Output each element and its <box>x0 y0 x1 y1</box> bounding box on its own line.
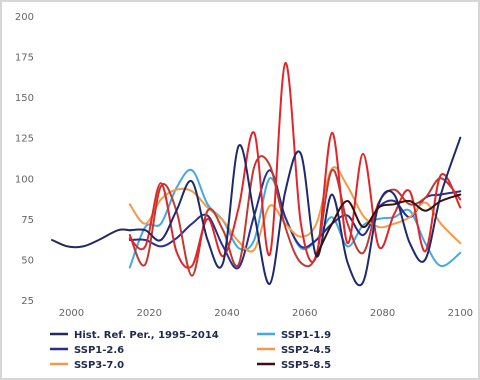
series-line-ssp1-2-6 <box>128 169 462 270</box>
x-tick-label: 2060 <box>292 308 317 319</box>
y-tick-label: 175 <box>15 53 34 64</box>
x-tick-label: 2020 <box>136 308 161 319</box>
y-tick-label: 25 <box>21 296 34 307</box>
legend-label: Hist. Ref. Per., 1995–2014 <box>74 330 219 341</box>
y-tick-label: 50 <box>21 255 34 266</box>
legend-label: SSP2-4.5 <box>281 345 331 356</box>
y-tick-label: 150 <box>15 93 34 104</box>
x-tick-label: 2000 <box>59 308 84 319</box>
legend-label: SSP3-7.0 <box>74 360 124 371</box>
series-line-ssp1-2-6-dark <box>128 136 462 287</box>
x-tick-label: 2100 <box>448 308 473 319</box>
legend-label: SSP1-1.9 <box>281 330 331 341</box>
y-tick-label: 125 <box>15 134 34 145</box>
legend-label: SSP5-8.5 <box>281 360 331 371</box>
series-line-ssp5-8-5-dark <box>315 193 462 258</box>
series-line-ssp3-7-0 <box>128 155 462 277</box>
y-tick-label: 75 <box>21 215 34 226</box>
y-tick-label: 100 <box>15 174 34 185</box>
series-line-hist-ref-per-1995-2014 <box>51 228 131 249</box>
y-tick-label: 200 <box>15 12 34 23</box>
x-tick-label: 2080 <box>370 308 395 319</box>
legend-label: SSP1-2.6 <box>74 345 124 356</box>
series-line-ssp5-8-5 <box>128 62 462 269</box>
x-tick-label: 2040 <box>214 308 239 319</box>
